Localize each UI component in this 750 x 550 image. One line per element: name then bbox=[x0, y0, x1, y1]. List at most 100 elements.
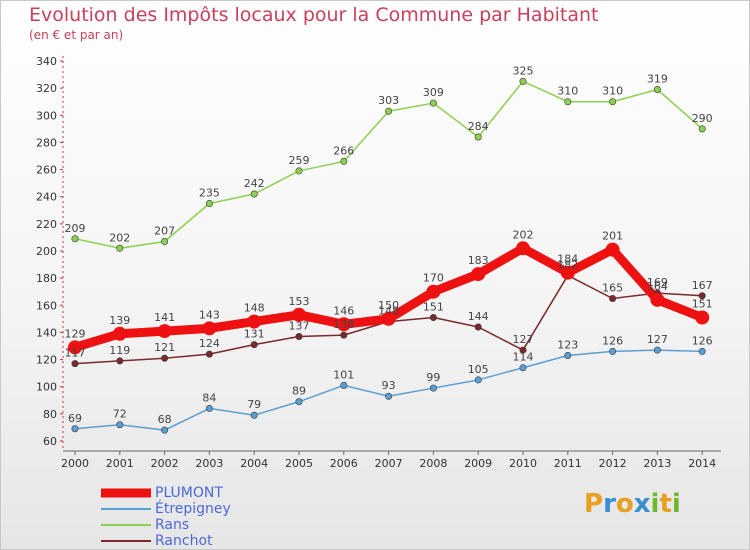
y-tick-label: 220 bbox=[36, 218, 57, 231]
data-label-ranchot: 117 bbox=[65, 347, 86, 360]
data-point-etrepigney bbox=[206, 405, 212, 411]
x-tick-label: 2013 bbox=[643, 457, 671, 470]
x-tick-label: 2002 bbox=[151, 457, 179, 470]
data-label-rans: 209 bbox=[65, 222, 86, 235]
data-point-rans bbox=[520, 78, 526, 84]
data-point-ranchot bbox=[341, 332, 347, 338]
x-tick-label: 2004 bbox=[240, 457, 268, 470]
data-label-plumont: 141 bbox=[154, 311, 175, 324]
x-tick-label: 2009 bbox=[464, 457, 492, 470]
data-label-rans: 310 bbox=[557, 85, 578, 98]
data-label-ranchot: 127 bbox=[513, 333, 534, 346]
y-tick-label: 120 bbox=[36, 354, 57, 367]
y-tick-label: 180 bbox=[36, 272, 57, 285]
data-point-etrepigney bbox=[117, 422, 123, 428]
legend-swatch-plumont bbox=[101, 489, 151, 498]
data-label-plumont: 184 bbox=[557, 253, 578, 266]
y-tick-label: 160 bbox=[36, 299, 57, 312]
data-point-rans bbox=[385, 108, 391, 114]
y-tick-label: 260 bbox=[36, 164, 57, 177]
y-tick-label: 320 bbox=[36, 82, 57, 95]
data-point-ranchot bbox=[161, 355, 167, 361]
data-point-etrepigney bbox=[565, 352, 571, 358]
data-label-ranchot: 138 bbox=[333, 318, 354, 331]
logo-letter: t bbox=[659, 489, 671, 519]
data-label-rans: 235 bbox=[199, 187, 220, 200]
data-label-rans: 202 bbox=[109, 231, 130, 244]
data-point-etrepigney bbox=[699, 348, 705, 354]
data-label-etrepigney: 126 bbox=[692, 334, 713, 347]
y-tick-label: 300 bbox=[36, 109, 57, 122]
legend-swatch-ranchot bbox=[101, 540, 151, 542]
data-label-plumont: 153 bbox=[289, 295, 310, 308]
data-label-etrepigney: 79 bbox=[247, 398, 261, 411]
y-tick-label: 80 bbox=[43, 408, 57, 421]
data-label-rans: 290 bbox=[692, 112, 713, 125]
x-tick-label: 2001 bbox=[106, 457, 134, 470]
data-point-ranchot bbox=[206, 351, 212, 357]
data-label-ranchot: 124 bbox=[199, 337, 220, 350]
legend-label-ranchot: Ranchot bbox=[155, 533, 213, 549]
data-label-rans: 242 bbox=[244, 177, 265, 190]
data-label-plumont: 151 bbox=[692, 298, 713, 311]
y-tick-label: 60 bbox=[43, 435, 57, 448]
data-label-etrepigney: 68 bbox=[158, 413, 172, 426]
logo-letter: i bbox=[672, 489, 681, 519]
x-tick-label: 2000 bbox=[61, 457, 89, 470]
data-label-etrepigney: 105 bbox=[468, 363, 489, 376]
data-point-plumont bbox=[516, 241, 530, 255]
data-label-ranchot: 151 bbox=[423, 301, 444, 314]
data-label-rans: 207 bbox=[154, 225, 175, 238]
data-point-plumont bbox=[202, 321, 216, 335]
data-label-rans: 310 bbox=[602, 85, 623, 98]
data-point-plumont bbox=[158, 324, 172, 338]
y-tick-label: 280 bbox=[36, 136, 57, 149]
logo-letter: P bbox=[584, 489, 603, 519]
x-tick-label: 2011 bbox=[554, 457, 582, 470]
data-label-ranchot: 144 bbox=[468, 310, 489, 323]
data-point-plumont bbox=[606, 243, 620, 257]
y-tick-label: 340 bbox=[36, 55, 57, 68]
data-point-etrepigney bbox=[475, 377, 481, 383]
data-point-rans bbox=[609, 99, 615, 105]
data-label-etrepigney: 69 bbox=[68, 412, 82, 425]
data-point-rans bbox=[206, 200, 212, 206]
x-tick-label: 2007 bbox=[375, 457, 403, 470]
data-point-rans bbox=[475, 134, 481, 140]
data-label-ranchot: 131 bbox=[244, 328, 265, 341]
data-label-etrepigney: 89 bbox=[292, 385, 306, 398]
legend-label-rans: Rans bbox=[155, 517, 189, 533]
data-point-plumont bbox=[426, 285, 440, 299]
data-point-ranchot bbox=[609, 295, 615, 301]
data-point-etrepigney bbox=[251, 412, 257, 418]
data-label-etrepigney: 123 bbox=[557, 339, 578, 352]
data-point-rans bbox=[117, 245, 123, 251]
data-label-etrepigney: 72 bbox=[113, 408, 127, 421]
proxiti-logo: Proxiti bbox=[584, 489, 681, 519]
legend-swatch-etrepigney bbox=[101, 508, 151, 510]
y-tick-label: 240 bbox=[36, 191, 57, 204]
x-tick-label: 2005 bbox=[285, 457, 313, 470]
data-label-rans: 309 bbox=[423, 86, 444, 99]
data-label-ranchot: 119 bbox=[109, 344, 130, 357]
data-label-plumont: 202 bbox=[513, 228, 534, 241]
y-tick-label: 140 bbox=[36, 326, 57, 339]
data-point-rans bbox=[251, 191, 257, 197]
data-point-ranchot bbox=[475, 324, 481, 330]
data-label-ranchot: 167 bbox=[692, 279, 713, 292]
data-point-etrepigney bbox=[520, 365, 526, 371]
data-label-plumont: 183 bbox=[468, 254, 489, 267]
data-label-rans: 284 bbox=[468, 120, 489, 133]
data-label-rans: 319 bbox=[647, 73, 668, 86]
x-tick-label: 2014 bbox=[688, 457, 716, 470]
data-label-ranchot: 165 bbox=[602, 282, 623, 295]
data-point-plumont bbox=[650, 293, 664, 307]
data-label-ranchot: 137 bbox=[289, 320, 310, 333]
data-point-etrepigney bbox=[385, 393, 391, 399]
data-label-plumont: 143 bbox=[199, 308, 220, 321]
x-tick-label: 2008 bbox=[419, 457, 447, 470]
data-label-rans: 325 bbox=[513, 64, 534, 77]
x-tick-label: 2010 bbox=[509, 457, 537, 470]
data-label-plumont: 146 bbox=[333, 304, 354, 317]
data-point-ranchot bbox=[72, 360, 78, 366]
